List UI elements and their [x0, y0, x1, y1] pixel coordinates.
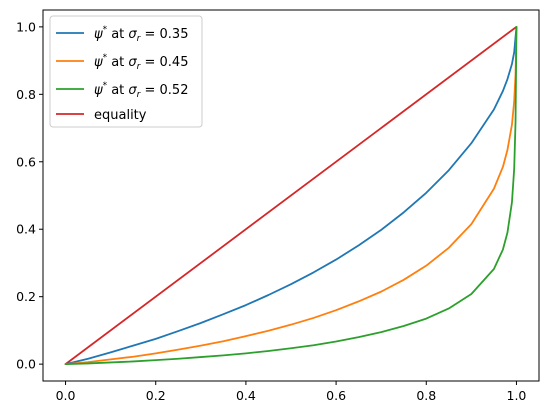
- x-tick-label: 0.2: [146, 388, 166, 403]
- series-line-3: [64, 25, 518, 366]
- y-tick-label: 0.6: [16, 154, 36, 169]
- y-axis: 0.0 0.2 0.4 0.6 0.8 1.0: [16, 19, 43, 372]
- plot-lines: [64, 25, 518, 366]
- legend-label-series-1: ψ* at σr = 0.35: [94, 25, 188, 44]
- axes-frame: [42, 9, 540, 382]
- y-tick-label: 0.8: [16, 87, 36, 102]
- x-tick-label: 1.0: [507, 388, 527, 403]
- x-tick-label: 0.4: [236, 388, 256, 403]
- series-line-2: [64, 25, 518, 366]
- legend-label-series-2: ψ* at σr = 0.45: [94, 53, 188, 72]
- legend-label-series-3: ψ* at σr = 0.52: [94, 81, 188, 100]
- x-tick-label: 0.8: [416, 388, 436, 403]
- y-tick-label: 1.0: [16, 19, 36, 34]
- legend-label-series-4: equality: [94, 108, 147, 123]
- series-line-4: [64, 25, 518, 366]
- legend: ψ* at σr = 0.35 ψ* at σr = 0.45 ψ* at σr…: [49, 15, 203, 128]
- y-tick-label: 0.0: [16, 357, 36, 372]
- x-tick-label: 0.6: [326, 388, 346, 403]
- legend-box: [49, 15, 203, 128]
- x-axis: 0.0 0.2 0.4 0.6 0.8 1.0: [56, 381, 527, 403]
- y-tick-label: 0.4: [16, 222, 36, 237]
- x-tick-label: 0.0: [56, 388, 76, 403]
- series-line-1: [64, 25, 518, 366]
- y-tick-label: 0.2: [16, 289, 36, 304]
